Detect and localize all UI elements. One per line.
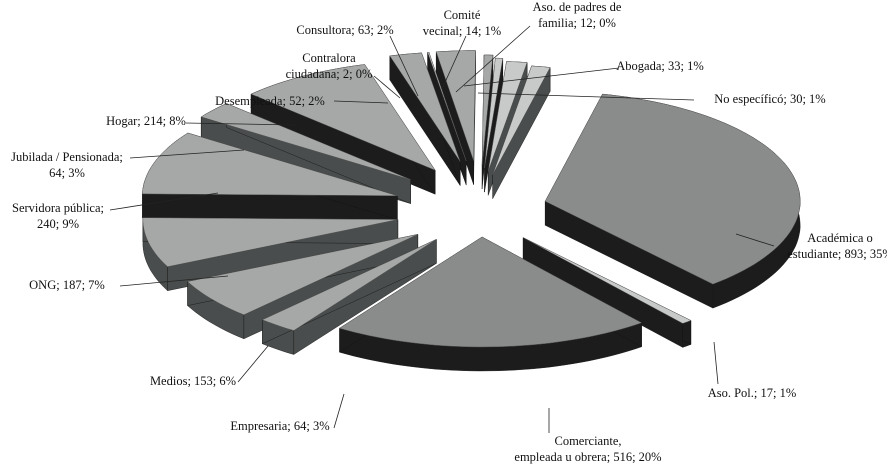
label-line: Contralora — [302, 51, 356, 65]
label-line: vecinal; 14; 1% — [423, 24, 501, 38]
label-line: Servidora pública; — [12, 201, 104, 215]
label-line: estudiante; 893; 35% — [787, 247, 887, 261]
label-line: Comerciante, — [555, 434, 622, 448]
leader-hogar — [185, 122, 297, 126]
data-labels: Académica o estudiante; 893; 35% Aso. Pol.… — [11, 0, 887, 464]
slice-aso-de-padres-de-familia — [484, 57, 504, 193]
slice-aso-pol-top — [523, 237, 692, 324]
label-ong: ONG; 187; 7% — [29, 278, 105, 292]
leader-ong — [119, 275, 229, 287]
label-aso-pol: Aso. Pol.; 17; 1% — [708, 386, 797, 400]
leader-no-espec-fic — [477, 92, 695, 101]
slice-desempleada — [389, 52, 461, 187]
slice-abogada-top — [487, 61, 528, 172]
slice-acad-mica-o-estudiante — [544, 93, 801, 309]
leader-desempleada — [333, 100, 389, 104]
label-consultora: Consultora; 63; 2% — [296, 23, 393, 37]
slice-desempleada-top — [389, 52, 461, 162]
label-contralora-ciudadana: Contralora ciudadana; 2; 0% — [286, 51, 373, 81]
slice-ong-top — [142, 217, 398, 267]
label-line: Abogada; 33; 1% — [616, 59, 703, 73]
label-aso-de-padres-de-familia: Aso. de padres de familia; 12; 0% — [533, 0, 622, 30]
leader-servidora-p-blica — [109, 192, 219, 211]
label-line: 64; 3% — [49, 166, 85, 180]
slice-consultora — [435, 50, 476, 185]
slice-no-espec-fic-top — [492, 65, 551, 175]
label-servidora-p-blica: Servidora pública; 240; 9% — [12, 201, 104, 231]
slice-servidora-p-blica-top — [142, 132, 398, 196]
leader-aso-pol — [713, 341, 719, 385]
label-line: 240; 9% — [37, 217, 79, 231]
label-acad-mica-o-estudiante: Académica o estudiante; 893; 35% — [787, 231, 887, 261]
slice-comerciante-empleada-u-obrera — [338, 236, 643, 372]
leader-empresaria — [333, 393, 345, 429]
label-line: ciudadana; 2; 0% — [286, 67, 373, 81]
leader-consultora — [389, 35, 419, 97]
leader-abogada — [463, 67, 620, 87]
label-line: No específicó; 30; 1% — [714, 92, 825, 106]
label-line: Consultora; 63; 2% — [296, 23, 393, 37]
label-hogar: Hogar; 214; 8% — [106, 114, 186, 128]
slice-acad-mica-o-estudiante-top — [544, 93, 801, 285]
label-line: Académica o — [807, 231, 873, 245]
label-line: familia; 12; 0% — [538, 16, 616, 30]
label-line: Desempleada; 52; 2% — [215, 94, 325, 108]
label-line: Aso. de padres de — [533, 0, 622, 14]
leader-lines — [109, 25, 775, 433]
slice-hogar — [250, 63, 436, 195]
leader-jubilada-pensionada — [129, 149, 245, 159]
slice-empresaria — [261, 238, 437, 355]
label-empresaria: Empresaria; 64; 3% — [230, 419, 329, 433]
label-desempleada: Desempleada; 52; 2% — [215, 94, 325, 108]
slice-aso-de-padres-de-familia-top — [484, 57, 504, 169]
slice-servidora-p-blica — [142, 132, 398, 221]
slice-medios-top — [186, 234, 418, 316]
leader-aso-de-padres-de-familia — [455, 25, 531, 93]
slice-aso-pol — [522, 237, 692, 348]
label-line: Hogar; 214; 8% — [106, 114, 186, 128]
label-line: ONG; 187; 7% — [29, 278, 105, 292]
slice-ong — [142, 217, 399, 292]
slice-comit-vecinal-top — [481, 54, 494, 166]
leader-acad-mica-o-estudiante — [735, 233, 775, 247]
label-comit-vecinal: Comité vecinal; 14; 1% — [423, 8, 501, 38]
label-line: Comité — [444, 8, 481, 22]
slice-comit-vecinal — [481, 54, 494, 190]
pie-slices — [142, 50, 801, 372]
label-line: Jubilada / Pensionada; — [11, 150, 123, 164]
slice-no-espec-fic — [492, 65, 551, 199]
slice-hogar-top — [250, 64, 436, 171]
leader-contralora-ciudadana — [373, 75, 401, 99]
slice-jubilada-pensionada — [200, 103, 411, 204]
label-line: Empresaria; 64; 3% — [230, 419, 329, 433]
label-comerciante-empleada-u-obrera: Comerciante, empleada u obrera; 516; 20% — [514, 434, 661, 464]
label-line: empleada u obrera; 516; 20% — [514, 450, 661, 464]
label-line: Medios; 153; 6% — [150, 374, 236, 388]
slice-jubilada-pensionada-top — [200, 103, 411, 180]
slice-contralora-ciudadana-top — [427, 51, 467, 162]
label-medios: Medios; 153; 6% — [150, 374, 236, 388]
label-abogada: Abogada; 33; 1% — [616, 59, 703, 73]
label-line: Aso. Pol.; 17; 1% — [708, 386, 797, 400]
slice-consultora-top — [435, 50, 476, 161]
label-no-espec-fic: No específicó; 30; 1% — [714, 92, 825, 106]
leader-medios — [237, 345, 269, 383]
slice-empresaria-top — [261, 239, 437, 331]
leader-comit-vecinal — [441, 35, 467, 90]
slice-comerciante-empleada-u-obrera-top — [338, 236, 643, 348]
label-jubilada-pensionada: Jubilada / Pensionada; 64; 3% — [11, 150, 123, 180]
